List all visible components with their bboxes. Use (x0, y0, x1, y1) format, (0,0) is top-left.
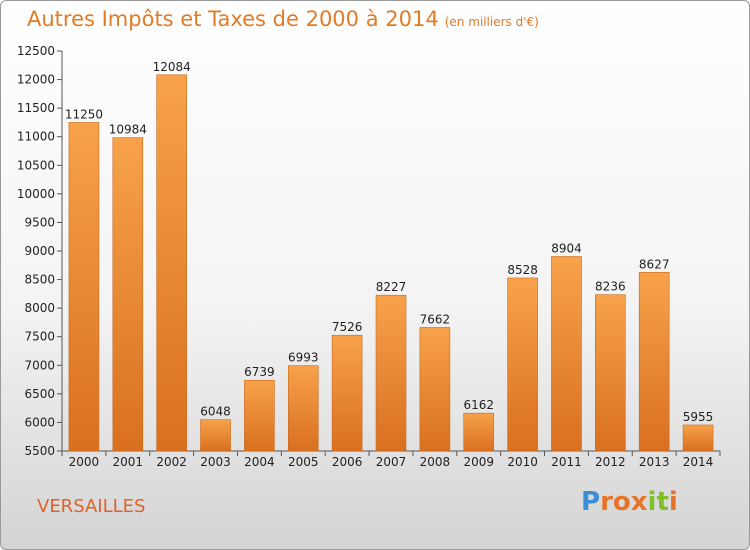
logo-letter: i (668, 487, 678, 517)
bar-value-label: 8528 (507, 263, 538, 277)
bar-2002 (156, 74, 187, 452)
chart-title: Autres Impôts et Taxes de 2000 à 2014 (en… (27, 7, 539, 31)
bar-2008 (419, 327, 451, 452)
y-tick-label: 12500 (17, 44, 55, 58)
bar-value-label: 8627 (639, 257, 670, 271)
y-tick-label: 7500 (24, 330, 55, 344)
x-tick-label: 2001 (113, 455, 144, 469)
logo-letter: r (600, 487, 613, 517)
bar-2005 (287, 365, 319, 452)
bar-2000 (68, 122, 100, 452)
y-tick-label: 6500 (24, 387, 55, 401)
bar-value-label: 11250 (65, 107, 103, 121)
city-name: VERSAILLES (37, 496, 146, 517)
y-tick-label: 8500 (24, 273, 55, 287)
bar-2012 (595, 294, 626, 452)
bar-2007 (375, 294, 407, 452)
proxiti-logo: Proxiti (581, 487, 678, 517)
y-tick-label: 11000 (17, 130, 55, 144)
bar-value-label: 8236 (595, 280, 626, 294)
logo-letter: t (656, 487, 669, 517)
x-tick-label: 2012 (595, 455, 626, 469)
bar-value-label: 6739 (244, 365, 275, 379)
bar-value-label: 8904 (551, 241, 582, 255)
x-tick-label: 2008 (420, 455, 451, 469)
x-tick-label: 2005 (288, 455, 319, 469)
bar-2001 (112, 137, 144, 452)
y-tick-label: 7000 (24, 358, 55, 372)
y-tick-label: 9000 (24, 244, 55, 258)
y-tick-label: 10000 (17, 187, 55, 201)
logo-letter: P (581, 487, 601, 517)
y-tick-label: 9500 (24, 215, 55, 229)
bar-value-label: 8227 (376, 280, 407, 294)
bar-2004 (244, 379, 275, 452)
x-tick-label: 2007 (376, 455, 407, 469)
x-tick-label: 2006 (332, 455, 363, 469)
bar-2013 (638, 272, 670, 452)
x-tick-label: 2002 (156, 455, 187, 469)
logo-letter: x (630, 487, 648, 517)
chart-unit: (en milliers d'€) (444, 15, 539, 29)
y-tick-label: 8000 (24, 301, 55, 315)
bar-2006 (331, 334, 363, 452)
logo-letter: o (612, 487, 631, 517)
logo-letter: i (647, 487, 657, 517)
y-tick-label: 12000 (17, 73, 55, 87)
x-tick-label: 2003 (200, 455, 231, 469)
bar-value-label: 6162 (463, 398, 494, 412)
bar-value-label: 7662 (420, 312, 451, 326)
bar-value-label: 6993 (288, 351, 319, 365)
bar-2003 (200, 419, 231, 452)
bar-2010 (507, 277, 538, 452)
x-tick-label: 2000 (69, 455, 100, 469)
bar-value-label: 5955 (683, 410, 714, 424)
chart-title-text: Autres Impôts et Taxes de 2000 à 2014 (27, 7, 439, 31)
y-tick-label: 10500 (17, 158, 55, 172)
x-tick-label: 2014 (683, 455, 714, 469)
x-tick-label: 2011 (551, 455, 582, 469)
bar-2011 (551, 256, 582, 452)
x-tick-label: 2010 (507, 455, 538, 469)
bar-value-label: 6048 (200, 405, 231, 419)
y-tick-label: 5500 (24, 444, 55, 458)
y-tick-label: 6000 (24, 415, 55, 429)
bar-2014 (682, 424, 714, 452)
bar-2009 (463, 412, 495, 452)
bar-value-label: 7526 (332, 320, 363, 334)
bar-value-label: 10984 (109, 123, 147, 137)
x-tick-label: 2004 (244, 455, 275, 469)
x-tick-label: 2013 (639, 455, 670, 469)
y-tick-label: 11500 (17, 101, 55, 115)
bar-value-label: 12084 (153, 60, 191, 74)
x-tick-label: 2009 (463, 455, 494, 469)
